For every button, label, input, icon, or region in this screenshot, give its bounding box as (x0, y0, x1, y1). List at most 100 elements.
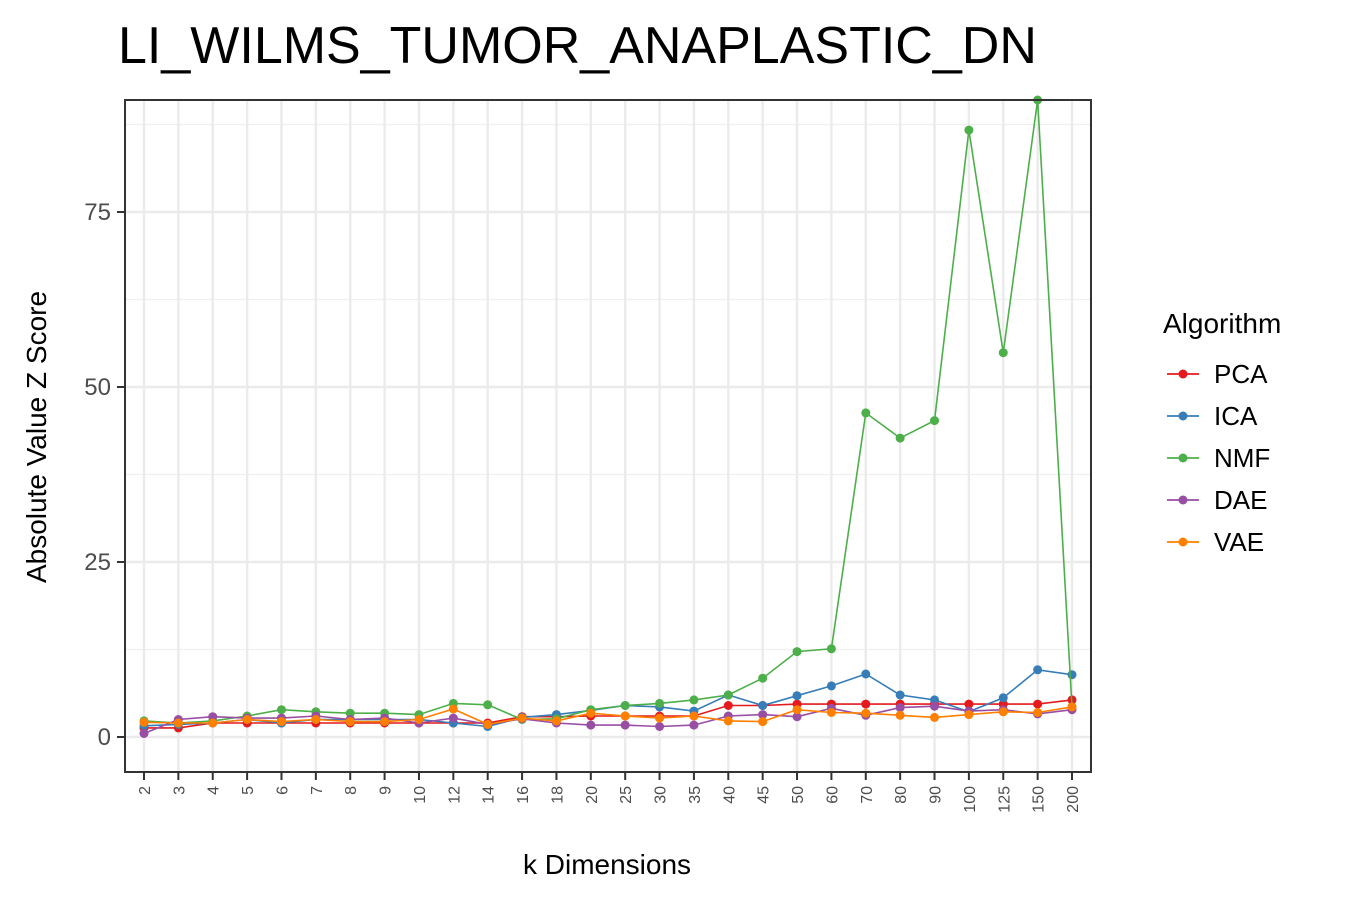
x-tick-label: 6 (274, 786, 291, 795)
data-point-nmf (345, 708, 355, 718)
x-tick-label: 45 (756, 786, 773, 804)
data-point-vae (689, 711, 699, 721)
data-point-vae (861, 708, 871, 718)
data-point-vae (483, 719, 493, 729)
plot-area (125, 100, 1091, 772)
y-tick-label: 75 (84, 199, 111, 226)
data-point-nmf (826, 644, 836, 654)
data-point-vae (448, 704, 458, 714)
y-axis: 0 25 50 75 (84, 199, 125, 751)
data-point-dae (620, 720, 630, 730)
data-point-dae (139, 729, 149, 738)
data-point-ica (1033, 665, 1043, 675)
data-point-dae (895, 703, 905, 713)
data-point-vae (208, 718, 218, 728)
x-tick-label: 12 (446, 786, 463, 804)
data-point-vae (242, 715, 252, 724)
legend-key-point (1178, 537, 1188, 547)
data-point-vae (551, 716, 561, 726)
x-tick-label: 5 (240, 786, 257, 795)
data-point-nmf (758, 673, 768, 683)
data-point-ica (826, 681, 836, 691)
data-point-ica (758, 701, 768, 710)
data-point-nmf (483, 700, 493, 710)
x-tick-label: 20 (584, 786, 601, 804)
data-point-vae (414, 715, 424, 724)
data-point-nmf (998, 348, 1008, 358)
chart-title: LI_WILMS_TUMOR_ANAPLASTIC_DN (118, 17, 1037, 75)
data-point-vae (345, 717, 355, 727)
data-point-vae (826, 708, 836, 717)
data-point-vae (139, 717, 149, 727)
data-point-vae (517, 713, 527, 723)
legend-key-point (1178, 411, 1188, 421)
legend-label: PCA (1214, 359, 1268, 389)
x-tick-label: 150 (1031, 786, 1048, 813)
data-point-nmf (276, 705, 286, 715)
data-point-vae (173, 718, 183, 728)
data-point-pca (1033, 699, 1043, 709)
data-point-vae (655, 713, 665, 723)
x-tick-label: 100 (962, 786, 979, 813)
x-tick-label: 50 (790, 786, 807, 804)
data-point-ica (895, 690, 905, 700)
data-point-vae (723, 716, 733, 726)
x-tick-label: 70 (859, 786, 876, 804)
x-tick-label: 200 (1065, 786, 1082, 813)
legend-item-dae: DAE (1167, 485, 1267, 515)
legend-label: DAE (1214, 485, 1267, 515)
series-line-nmf (143, 99, 1073, 724)
x-tick-label: 9 (378, 786, 395, 795)
data-point-ica (1067, 670, 1077, 680)
legend-label: VAE (1214, 527, 1264, 557)
legend-key-point (1178, 453, 1188, 463)
legend-label: NMF (1214, 443, 1270, 473)
x-tick-label: 10 (412, 786, 429, 804)
data-point-pca (964, 699, 974, 709)
data-point-nmf (723, 690, 733, 700)
x-tick-label: 35 (687, 786, 704, 804)
data-point-dae (758, 710, 768, 720)
data-point-pca (861, 699, 871, 709)
y-tick-label: 0 (98, 724, 111, 751)
legend: Algorithm PCA ICA NMF DAE VAE (1163, 308, 1281, 557)
data-point-vae (1033, 708, 1043, 717)
series-layer (139, 95, 1077, 738)
data-point-vae (311, 715, 321, 724)
y-tick-label: 25 (84, 549, 111, 576)
x-tick-label: 125 (996, 786, 1013, 813)
series-line-pca (144, 699, 1073, 729)
y-axis-title: Absolute Value Z Score (21, 291, 52, 583)
data-point-nmf (655, 698, 665, 708)
data-point-pca (723, 701, 733, 710)
x-tick-label: 4 (206, 786, 223, 795)
data-point-ica (998, 693, 1008, 703)
x-tick-label: 18 (549, 786, 566, 804)
data-point-vae (792, 705, 802, 715)
legend-key-point (1178, 369, 1188, 379)
data-point-nmf (620, 701, 630, 710)
grid (125, 100, 1091, 772)
data-point-nmf (861, 408, 871, 418)
data-point-vae (1067, 702, 1077, 712)
data-point-dae (792, 712, 802, 722)
x-tick-label: 16 (515, 786, 532, 804)
data-point-vae (586, 708, 596, 718)
data-point-vae (895, 710, 905, 720)
data-point-nmf (930, 416, 940, 426)
x-tick-label: 80 (893, 786, 910, 804)
x-axis: 2 3 4 5 6 7 8 9 10 12 14 16 18 20 25 30 35 40 45 50 60 70 80 90… (137, 772, 1082, 813)
data-point-vae (276, 717, 286, 727)
legend-item-nmf: NMF (1167, 443, 1270, 473)
data-point-vae (380, 717, 390, 727)
data-point-nmf (792, 647, 802, 657)
plot-background (125, 100, 1091, 772)
data-point-vae (998, 707, 1008, 717)
legend-item-pca: PCA (1167, 359, 1268, 389)
x-tick-label: 2 (137, 786, 154, 795)
x-tick-label: 8 (343, 786, 360, 795)
data-point-ica (792, 691, 802, 701)
x-tick-label: 60 (824, 786, 841, 804)
x-tick-label: 90 (928, 786, 945, 804)
